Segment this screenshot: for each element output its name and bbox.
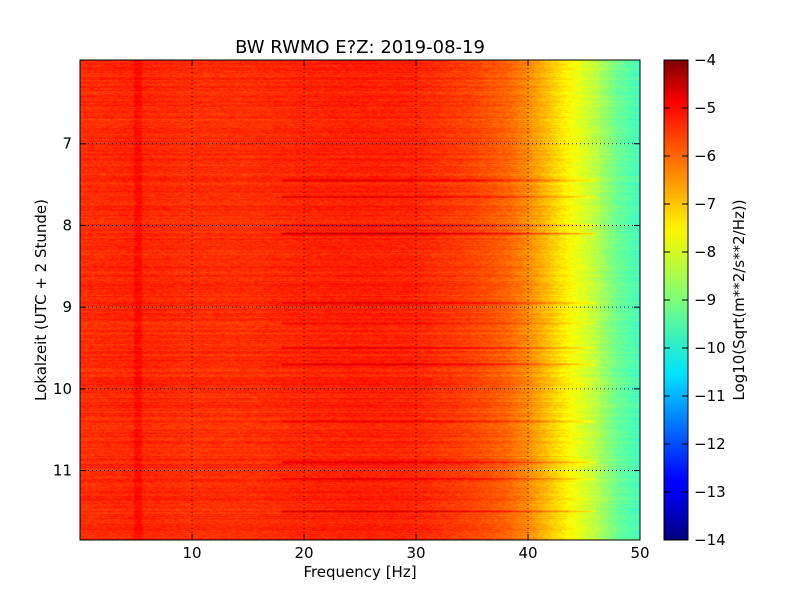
y-tick-label: 9 — [62, 298, 72, 316]
plot-frame — [79, 59, 641, 541]
y-axis-label: Lokalzeit (UTC + 2 Stunde) — [32, 199, 50, 401]
colorbar-axis: −4 −5 −6 −7 −8 −9 −10 −11 −12 −13 −14 — [664, 51, 726, 549]
chart-title: BW RWMO E?Z: 2019-08-19 — [235, 37, 485, 58]
colorbar-tick-label: −5 — [694, 99, 716, 117]
x-axis-label: Frequency [Hz] — [303, 563, 416, 581]
spectrogram-heatmap — [80, 60, 640, 540]
colorbar-tick-label: −13 — [694, 483, 726, 501]
colorbar-tick-label: −9 — [694, 291, 716, 309]
grid-lines — [80, 60, 640, 540]
y-axis: 7 8 9 10 11 — [53, 135, 640, 480]
y-tick-label: 10 — [53, 380, 72, 398]
colorbar-tick-label: −11 — [694, 387, 726, 405]
x-axis: 10 20 30 40 50 — [182, 60, 650, 562]
colorbar-tick-label: −12 — [694, 435, 726, 453]
colorbar-tick-label: −10 — [694, 339, 726, 357]
colorbar-tick-label: −6 — [694, 147, 716, 165]
y-tick-label: 7 — [62, 135, 72, 153]
colorbar-tick-label: −8 — [694, 243, 716, 261]
x-tick-label: 10 — [182, 544, 201, 562]
x-tick-label: 40 — [518, 544, 537, 562]
colorbar-label: Log10(Sqrt(m**2/s**2/Hz)) — [730, 199, 748, 400]
y-tick-label: 8 — [62, 216, 72, 234]
colorbar-tick-label: −7 — [694, 195, 716, 213]
colorbar-tick-label: −4 — [694, 51, 716, 69]
x-tick-label: 20 — [294, 544, 313, 562]
y-tick-label: 11 — [53, 462, 72, 480]
x-tick-label: 30 — [406, 544, 425, 562]
x-tick-label: 50 — [630, 544, 649, 562]
colorbar-tick-label: −14 — [694, 531, 726, 549]
